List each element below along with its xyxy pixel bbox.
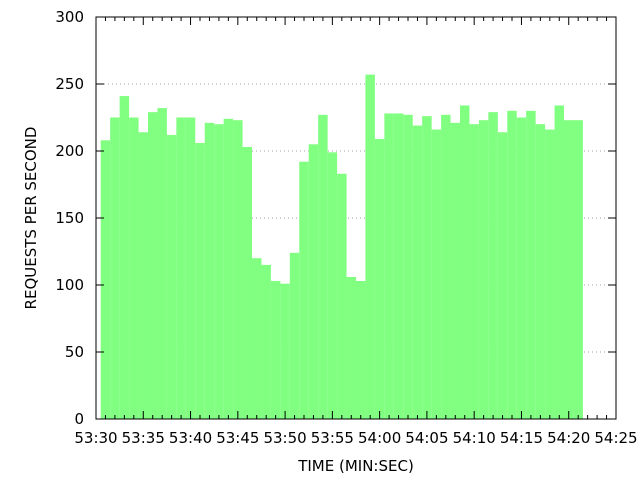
y-tick-label: 250	[55, 75, 84, 93]
x-tick-label: 54:10	[453, 429, 496, 447]
bar	[545, 129, 555, 419]
bar	[403, 114, 413, 419]
bar	[299, 161, 309, 419]
bar	[554, 105, 564, 419]
bar	[412, 125, 423, 419]
bar	[100, 140, 111, 419]
y-tick-label: 150	[55, 209, 84, 227]
x-tick-label: 54:00	[358, 429, 401, 447]
bar	[110, 117, 120, 419]
y-tick-label: 200	[55, 142, 84, 160]
bars	[100, 74, 583, 420]
bar	[422, 116, 432, 419]
x-tick-label: 53:50	[263, 429, 306, 447]
bar	[119, 96, 130, 419]
bar	[374, 138, 385, 419]
bar	[516, 117, 527, 419]
bar	[327, 152, 338, 419]
y-tick-label: 300	[55, 8, 84, 26]
x-tick-label: 53:30	[74, 429, 117, 447]
bar	[393, 113, 404, 419]
bar	[270, 280, 281, 419]
x-tick-labels: 53:30 53:35 53:40 53:45 53:50 53:55 54:00 54:05…	[74, 429, 637, 447]
bar	[261, 264, 271, 419]
bar	[365, 74, 375, 420]
bar	[337, 173, 347, 419]
bar	[469, 124, 479, 419]
bar	[384, 113, 394, 419]
bar	[431, 129, 442, 419]
bar	[573, 120, 583, 420]
bar	[441, 114, 451, 419]
y-tick-label: 0	[74, 410, 84, 428]
bar	[185, 117, 196, 419]
bar	[318, 114, 328, 419]
x-tick-label: 54:05	[405, 429, 448, 447]
y-tick-labels: 0 50 100 150 200 250 300	[55, 8, 84, 428]
bar	[157, 108, 167, 420]
bar	[129, 117, 139, 419]
x-tick-label: 53:45	[216, 429, 259, 447]
bar	[478, 120, 489, 420]
bar	[195, 142, 205, 419]
y-axis-label: REQUESTS PER SECOND	[22, 127, 40, 310]
bar	[280, 283, 290, 419]
x-tick-label: 54:15	[500, 429, 543, 447]
bar	[176, 117, 186, 419]
bar	[233, 120, 243, 420]
bar	[289, 252, 300, 419]
bar	[308, 144, 319, 420]
bar	[204, 122, 215, 420]
bar	[148, 112, 158, 419]
bar	[460, 105, 470, 419]
bar	[166, 134, 177, 420]
bar	[138, 132, 148, 420]
bar	[356, 280, 366, 419]
bar	[346, 276, 356, 419]
bar	[535, 124, 546, 419]
bar	[450, 122, 460, 420]
bar	[252, 258, 262, 419]
bar	[214, 124, 224, 419]
bar	[526, 110, 536, 420]
x-tick-label: 53:35	[122, 429, 165, 447]
x-tick-label: 53:40	[169, 429, 212, 447]
x-tick-label: 54:25	[594, 429, 637, 447]
bar	[223, 118, 234, 419]
y-tick-label: 100	[55, 276, 84, 294]
y-tick-label: 50	[65, 343, 84, 361]
bar	[497, 132, 508, 420]
bar	[488, 112, 498, 419]
x-tick-label: 54:20	[547, 429, 590, 447]
bar	[507, 110, 517, 420]
axis-ticks	[95, 16, 617, 420]
x-axis-label: TIME (MIN:SEC)	[297, 457, 414, 475]
bar	[242, 146, 252, 420]
bar	[564, 120, 574, 420]
x-tick-label: 53:55	[311, 429, 354, 447]
